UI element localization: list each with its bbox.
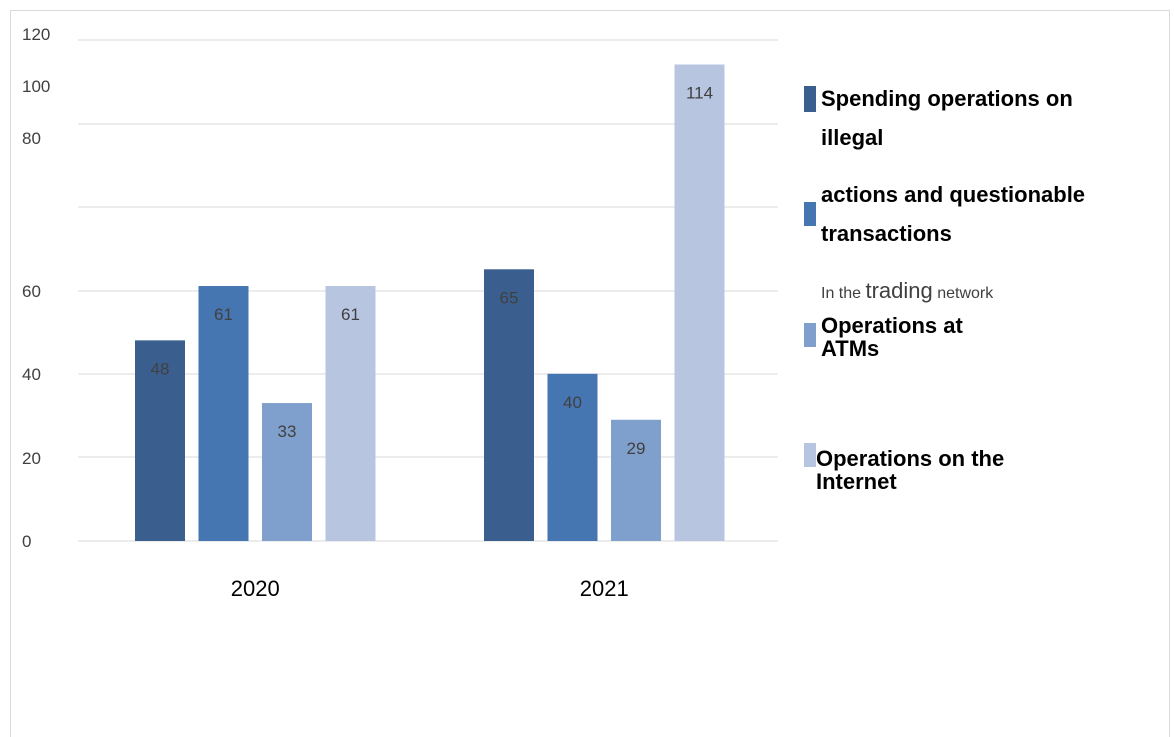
legend-label-line2: illegal [821, 125, 883, 150]
data-label: 48 [151, 359, 170, 378]
bar [135, 340, 185, 541]
legend-note-mid: trading [865, 278, 932, 303]
chart-frame [10, 10, 1170, 737]
legend-label-atms-2: ATMs [821, 336, 879, 361]
bar [674, 64, 725, 541]
bar [262, 403, 312, 541]
legend-note: In the trading network [821, 278, 994, 303]
legend-swatch-internet [804, 443, 816, 467]
bar [325, 286, 376, 541]
legend-swatch-atms [804, 323, 816, 347]
data-labels: 48 61 33 61 65 40 29 114 [151, 83, 714, 457]
data-label: 61 [214, 305, 233, 324]
y-tick-label: 0 [22, 532, 31, 551]
y-tick-label: 40 [22, 365, 41, 384]
data-label: 40 [563, 393, 582, 412]
y-tick-label: 100 [22, 77, 50, 96]
y-axis-ticks: 0 20 40 60 80 100 120 [22, 25, 50, 551]
legend-label-internet-1: Operations on the [816, 446, 1004, 471]
bar [547, 373, 598, 541]
legend-label-line3: actions and questionable [821, 182, 1085, 207]
y-tick-label: 60 [22, 282, 41, 301]
bars [135, 64, 725, 541]
bar [484, 269, 534, 541]
legend-label-internet-2: Internet [816, 469, 897, 494]
legend: Spending operations on illegal actions a… [804, 86, 1085, 494]
data-label: 29 [627, 439, 646, 458]
y-tick-label: 80 [22, 129, 41, 148]
legend-label-line4: transactions [821, 221, 952, 246]
category-labels: 2020 2021 [231, 576, 629, 601]
legend-label-line1: Spending operations on [821, 86, 1073, 111]
y-tick-label: 120 [22, 25, 50, 44]
gridlines [78, 39, 778, 542]
data-label: 114 [686, 83, 713, 102]
category-label: 2021 [580, 576, 629, 601]
data-label: 65 [500, 288, 519, 307]
y-tick-label: 20 [22, 449, 41, 468]
data-label: 33 [278, 422, 297, 441]
data-label: 61 [341, 305, 360, 324]
legend-swatch-trading [804, 202, 816, 226]
legend-swatch-spending [804, 86, 816, 112]
bar [198, 286, 249, 541]
legend-note-suffix: network [933, 285, 994, 302]
bar [611, 419, 661, 541]
category-label: 2020 [231, 576, 280, 601]
legend-label-atms-1: Operations at [821, 313, 963, 338]
legend-note-prefix: In the [821, 285, 865, 302]
